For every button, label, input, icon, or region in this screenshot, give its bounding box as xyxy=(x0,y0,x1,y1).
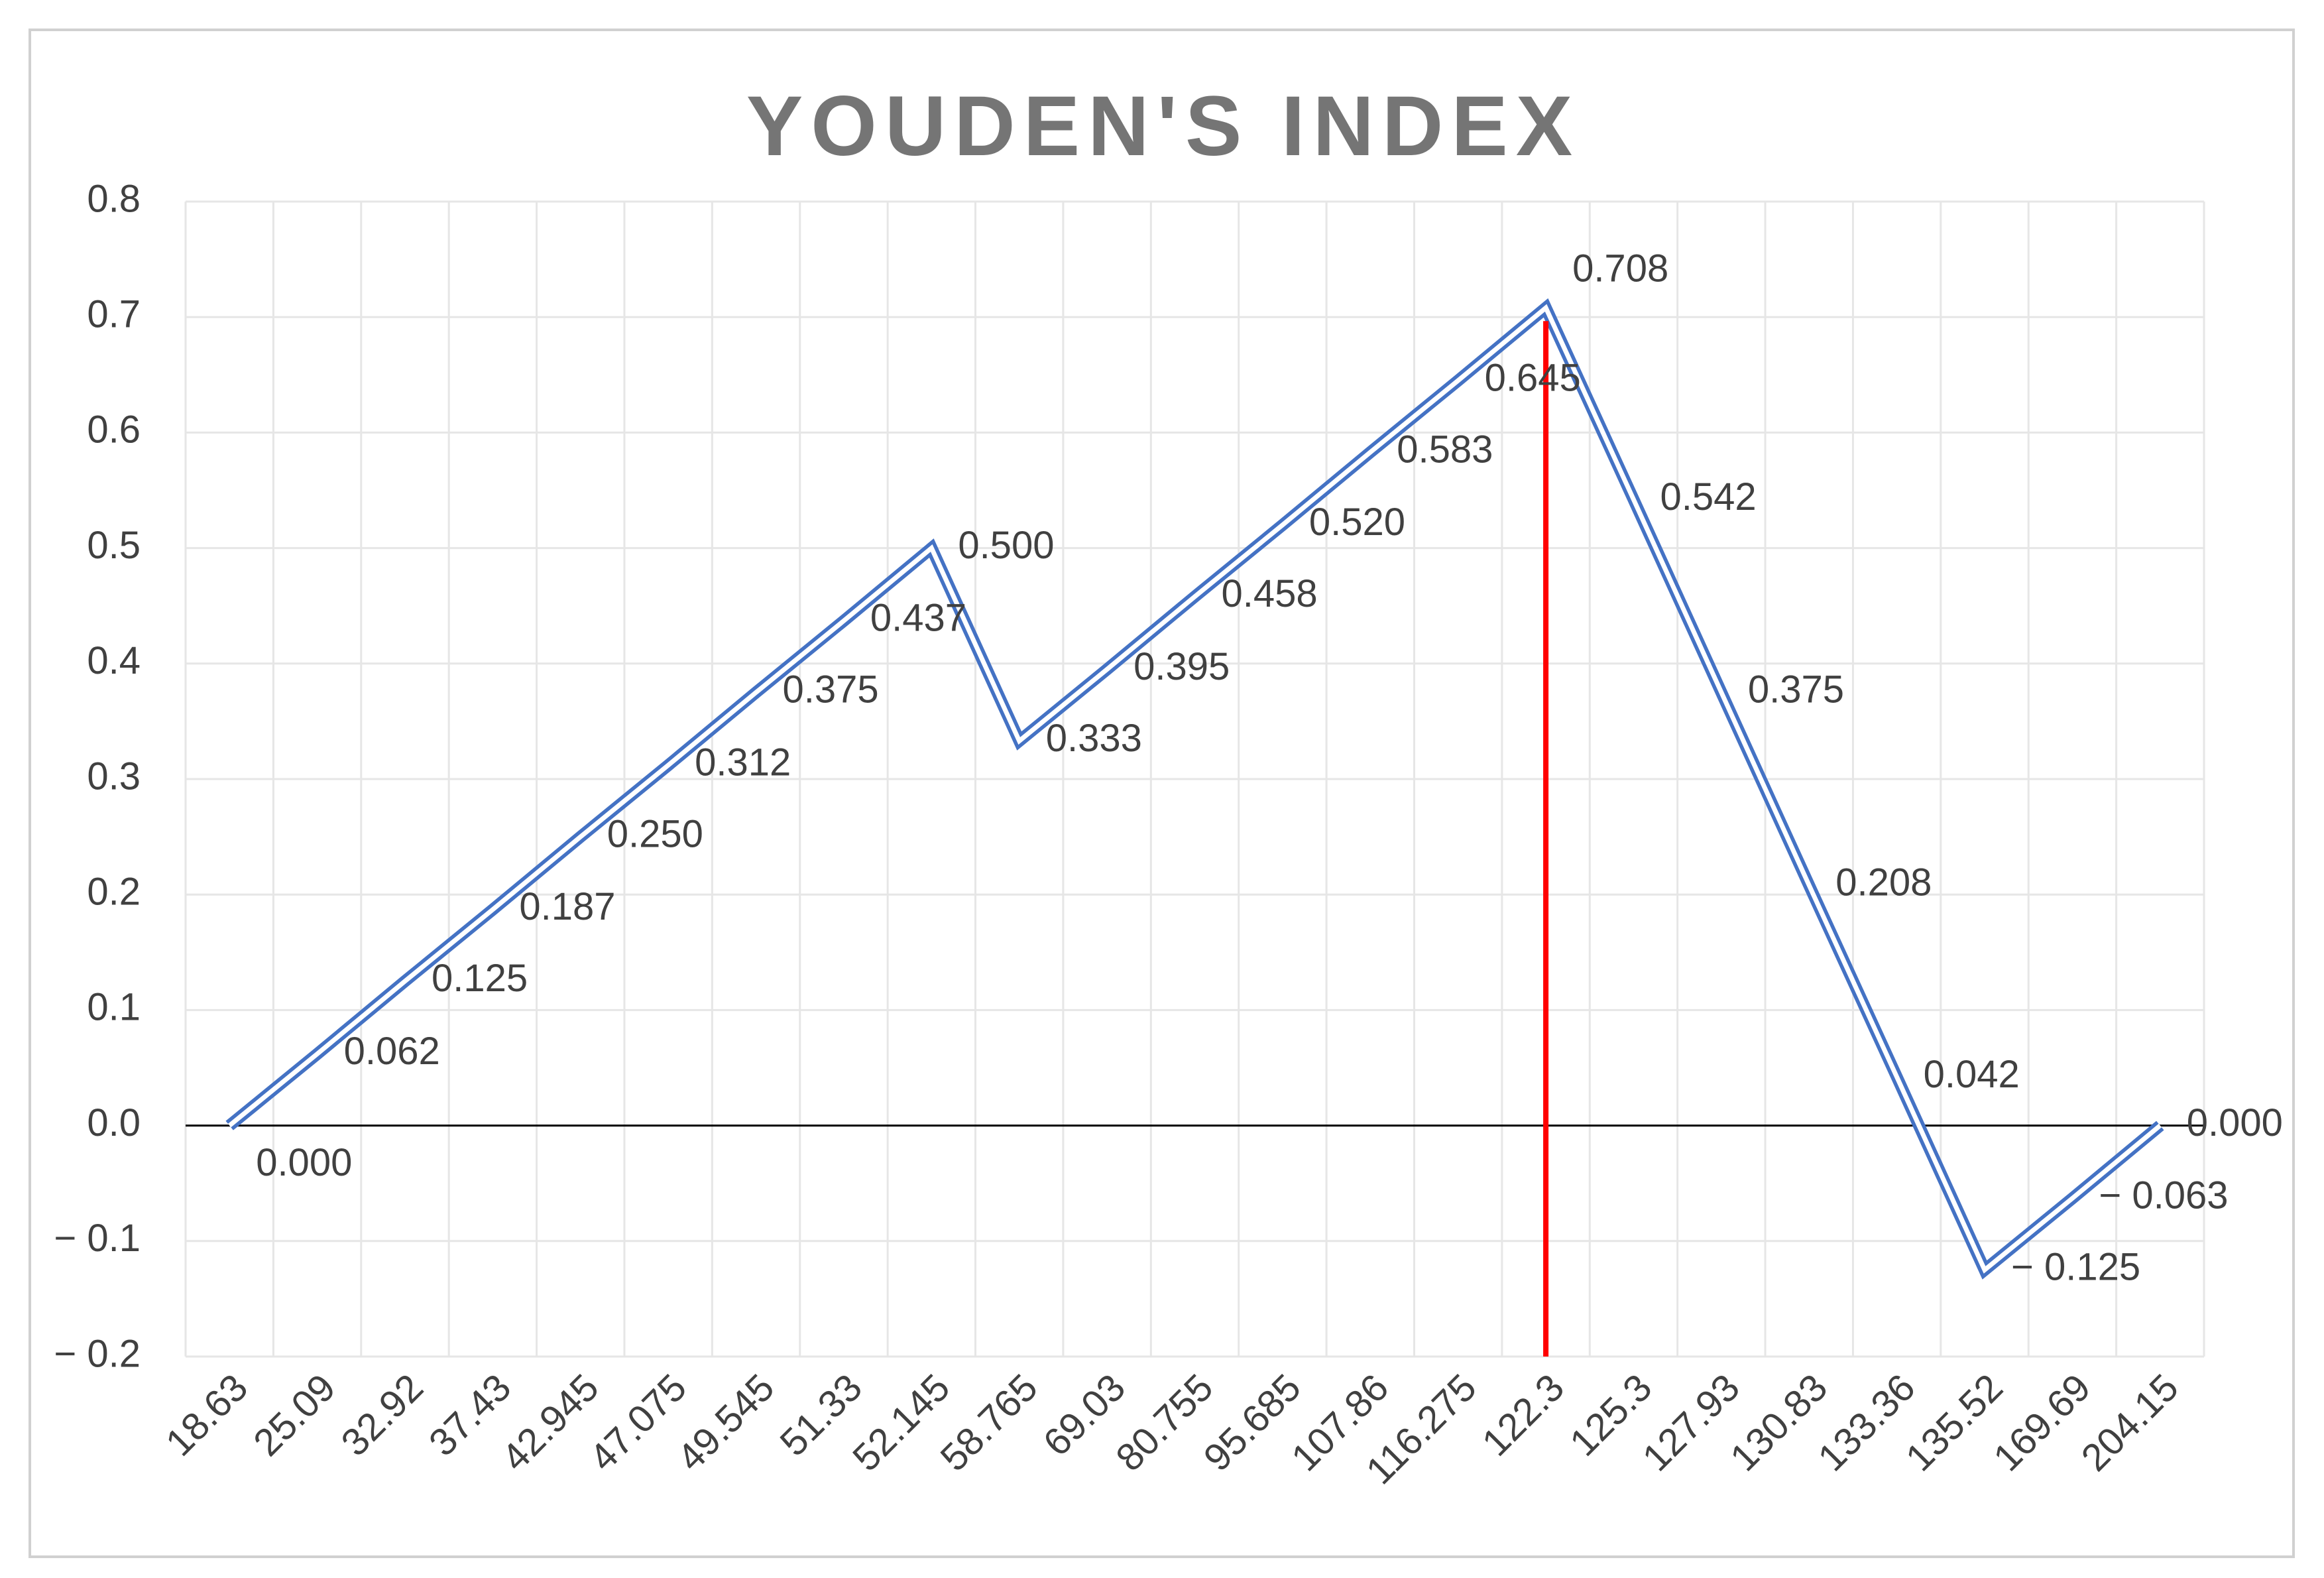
y-tick-label: 0.1 xyxy=(87,986,141,1029)
y-tick-label: 0.4 xyxy=(87,639,141,682)
y-tick-label: 0.7 xyxy=(87,293,141,336)
data-label: 0.395 xyxy=(1133,645,1230,688)
y-tick-label: 0.8 xyxy=(87,177,141,220)
data-label: 0.520 xyxy=(1309,501,1405,544)
data-label: 0.500 xyxy=(958,524,1054,567)
series-line-inner xyxy=(227,304,2162,1274)
data-label: 0.645 xyxy=(1485,356,1581,399)
data-label: 0.312 xyxy=(695,741,791,784)
data-label: 0.062 xyxy=(344,1030,440,1073)
data-label: 0.187 xyxy=(519,885,615,928)
data-label: 0.333 xyxy=(1046,717,1142,760)
y-tick-label: 0.5 xyxy=(87,524,141,567)
data-label: 0.437 xyxy=(870,597,966,640)
data-label: − 0.063 xyxy=(2099,1174,2228,1217)
data-label: 0.375 xyxy=(1748,668,1844,711)
data-label: 0.375 xyxy=(783,668,879,711)
data-label: 0.458 xyxy=(1222,572,1318,615)
data-label: 0.125 xyxy=(432,957,528,1000)
data-label: 0.583 xyxy=(1397,428,1493,471)
y-tick-label: 0.6 xyxy=(87,408,141,452)
data-label: − 0.125 xyxy=(2011,1246,2140,1289)
y-tick-label: − 0.1 xyxy=(54,1217,141,1260)
chart-border xyxy=(29,29,2295,1558)
data-label: 0.708 xyxy=(1572,247,1668,290)
y-tick-label: 0.3 xyxy=(87,755,141,798)
data-label: 0.208 xyxy=(1835,861,1932,904)
data-label: 0.000 xyxy=(256,1141,352,1184)
data-label: 0.000 xyxy=(2187,1101,2283,1144)
chart-title: YOUDEN'S INDEX xyxy=(746,79,1580,174)
y-tick-label: 0.2 xyxy=(87,871,141,914)
data-label: 0.542 xyxy=(1660,475,1756,518)
y-tick-label: 0.0 xyxy=(87,1101,141,1144)
data-label: 0.042 xyxy=(1924,1053,2020,1096)
data-label: 0.250 xyxy=(607,812,703,855)
y-tick-label: − 0.2 xyxy=(54,1332,141,1375)
